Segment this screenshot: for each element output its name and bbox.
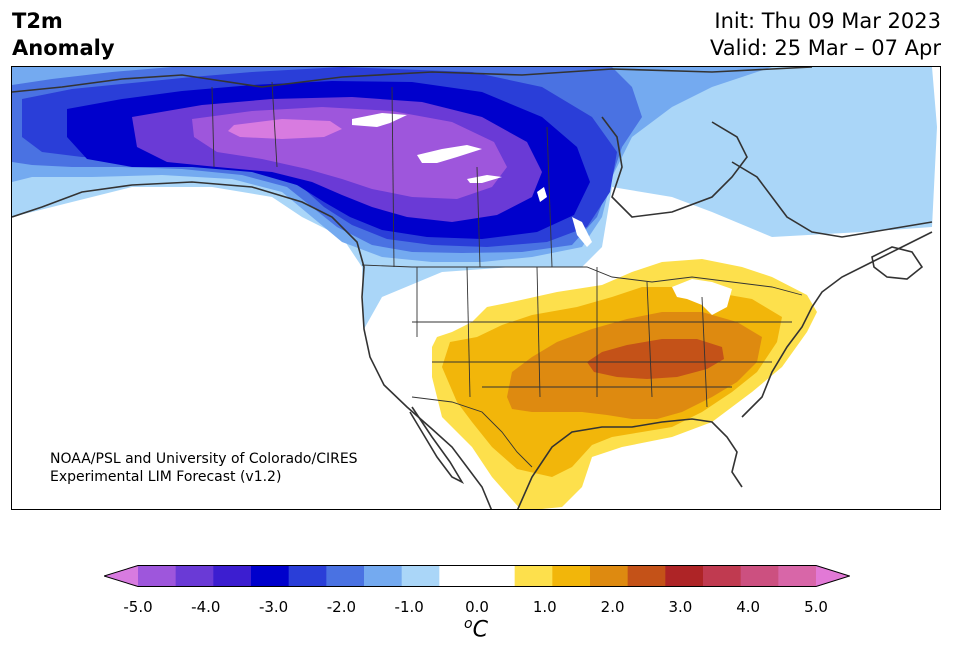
colorbar-segment	[514, 565, 553, 587]
credit-line-2: Experimental LIM Forecast (v1.2)	[50, 469, 282, 485]
colorbar-segment	[552, 565, 591, 587]
forecast-dates: Init: Thu 09 Mar 2023 Valid: 25 Mar – 07…	[710, 8, 941, 62]
lake-mask-3	[467, 175, 502, 183]
labrador-coast	[731, 161, 933, 238]
colorbar-segment	[251, 565, 290, 587]
colorbar-outline	[104, 565, 850, 587]
tick-label: 0.0	[465, 598, 489, 616]
state-line-3	[536, 266, 541, 398]
canada-us-border	[361, 264, 803, 296]
unit-label: oC	[464, 616, 488, 642]
newfoundland	[871, 246, 924, 280]
tick-label: 2.0	[600, 598, 625, 616]
colorbar-segment	[175, 565, 214, 587]
init-date: Init: Thu 09 Mar 2023	[714, 9, 941, 33]
lake-mask-4	[537, 187, 547, 202]
map-canvas	[12, 67, 937, 509]
tick-label: 1.0	[532, 598, 557, 616]
arctic-coast	[12, 67, 813, 93]
colorbar-segment	[627, 565, 666, 587]
colorbar-segment	[740, 565, 779, 587]
unit-degree: o	[464, 616, 473, 632]
provincial-line-2	[271, 81, 278, 168]
title-line-1: T2m	[12, 9, 63, 33]
us-mexico-border	[411, 396, 533, 468]
colorbar-segment	[665, 565, 704, 587]
political-boundaries	[211, 81, 803, 468]
tick-label: 3.0	[668, 598, 693, 616]
state-line-5	[646, 281, 653, 398]
state-line-2	[466, 266, 471, 398]
anomaly-map: NOAA/PSL and University of Colorado/CIRE…	[11, 66, 941, 510]
baja-california	[409, 406, 465, 484]
colorbar-segment	[138, 565, 177, 587]
west-coast	[12, 181, 493, 509]
colorbar-segment	[401, 565, 440, 587]
unit-symbol: C	[472, 617, 488, 643]
credit-line-1: NOAA/PSL and University of Colorado/CIRE…	[50, 451, 358, 467]
cold-anomaly-field	[12, 67, 937, 329]
lake-mask-1	[352, 113, 407, 127]
title-line-2: Anomaly	[12, 36, 115, 60]
colorbar-segment	[778, 565, 817, 587]
colorbar-segment	[326, 565, 365, 587]
tick-label: -3.0	[258, 598, 289, 616]
tick-label: -4.0	[191, 598, 221, 616]
colorbar-segment	[703, 565, 742, 587]
tick-label: 4.0	[736, 598, 761, 616]
colorbar-segment	[477, 565, 516, 587]
map-title: T2m Anomaly	[12, 8, 115, 62]
valid-range: Valid: 25 Mar – 07 Apr	[710, 36, 941, 60]
warm-contour-2.0	[587, 339, 724, 379]
colorbar-segments	[104, 565, 850, 587]
colorbar-max-arrow	[816, 565, 850, 587]
east-coast	[741, 231, 933, 418]
provincial-line-1	[211, 86, 215, 168]
colorbar-segment	[288, 565, 327, 587]
warm-anomaly-field	[432, 259, 817, 509]
colorbar-segment	[364, 565, 403, 587]
provincial-line-5	[546, 126, 553, 268]
cold-contour-4.0	[228, 119, 342, 139]
colorbar-min-arrow	[104, 565, 138, 587]
state-line-6	[701, 296, 708, 408]
hudson-bay	[601, 116, 748, 218]
tick-label: -2.0	[326, 598, 357, 616]
colorbar-segment	[590, 565, 629, 587]
provincial-line-3	[391, 86, 395, 268]
coastlines	[12, 67, 933, 509]
tick-label: -1.0	[394, 598, 424, 616]
lake-mask-2	[417, 145, 482, 163]
colorbar-segment	[439, 565, 478, 587]
colorbar-segment	[213, 565, 252, 587]
attribution: NOAA/PSL and University of Colorado/CIRE…	[50, 450, 358, 486]
provincial-line-4	[476, 166, 481, 268]
colorbar	[104, 565, 850, 587]
lake-mask-5	[572, 217, 592, 247]
tick-label: 5.0	[804, 598, 828, 616]
mexico-gulf-coast	[517, 418, 743, 509]
tick-label: -5.0	[123, 598, 153, 616]
